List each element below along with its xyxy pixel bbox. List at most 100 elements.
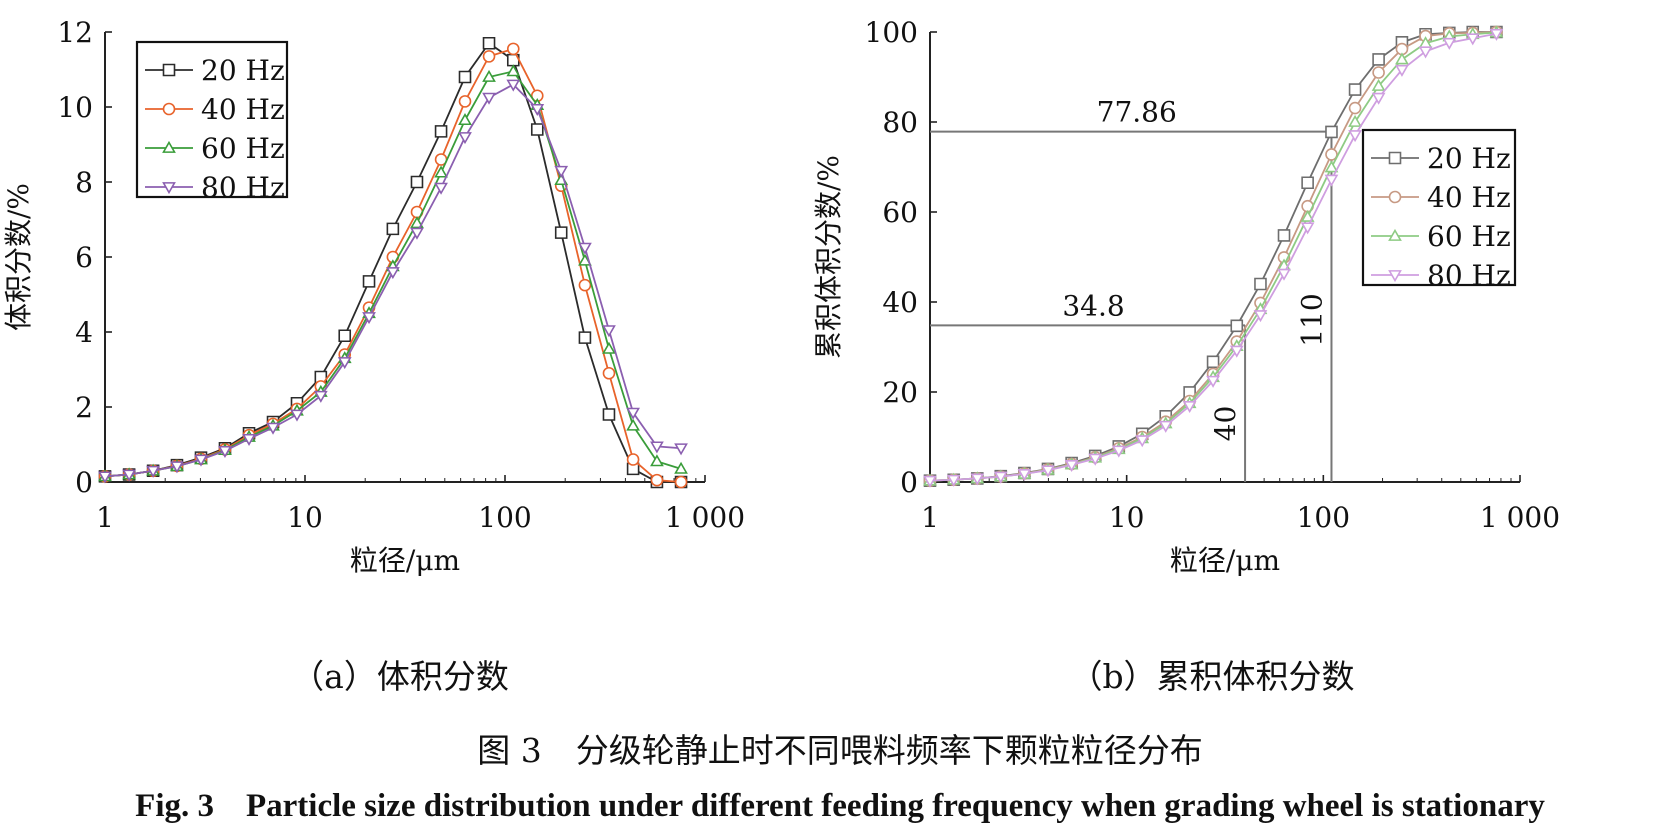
legend-label: 20 Hz [201, 54, 285, 87]
data-point [458, 95, 472, 108]
subtitle-b: （b）累积体积分数 [1069, 657, 1355, 696]
data-point [194, 454, 208, 467]
data-point [482, 50, 496, 63]
caption-zh-label: 图 3 [477, 731, 542, 770]
data-point [1017, 468, 1032, 482]
annotation-label: 34.8 [1062, 289, 1124, 322]
annotation-group: 77.86 34.8 110 40 [930, 96, 1333, 482]
legend-label: 40 Hz [201, 93, 285, 126]
y-tick-label: 20 [882, 376, 918, 409]
data-point [970, 473, 985, 486]
data-point [242, 433, 256, 446]
data-point [1135, 435, 1150, 448]
data-point [385, 267, 400, 280]
data-point [434, 165, 448, 178]
data-point [458, 132, 472, 145]
annotation-label: 77.86 [1097, 96, 1177, 129]
data-point [1253, 310, 1268, 323]
x-tick-label: 10 [287, 501, 323, 534]
data-point [554, 165, 569, 178]
y-tick-label: 6 [75, 241, 93, 274]
data-point [434, 125, 448, 138]
legend-label: 80 Hz [201, 171, 285, 204]
data-point [578, 331, 592, 344]
data-point [674, 443, 688, 456]
data-point [1206, 355, 1220, 369]
series-80-hz [923, 28, 1504, 488]
data-point [1418, 46, 1433, 59]
legend-swatch-marker [162, 102, 176, 116]
data-point [266, 422, 280, 435]
data-point [602, 366, 616, 380]
x-axis-label: 粒径/μm [1170, 544, 1280, 577]
legend-label: 40 Hz [1427, 181, 1511, 214]
data-point [170, 461, 184, 474]
y-tick-label: 10 [57, 91, 93, 124]
subtitle-a: （a）体积分数 [291, 657, 509, 696]
data-point [1254, 277, 1267, 291]
legend-label: 20 Hz [1427, 142, 1511, 175]
caption-zh-text: 分级轮静止时不同喂料频率下颗粒粒径分布 [575, 731, 1203, 770]
data-point [602, 341, 616, 354]
data-point [602, 325, 616, 338]
data-point [1348, 101, 1362, 115]
data-point [946, 474, 961, 487]
data-point [1277, 268, 1291, 281]
data-point [1301, 176, 1314, 190]
data-point [1300, 209, 1315, 222]
data-point [410, 216, 424, 229]
data-point [1324, 174, 1339, 187]
data-point [1372, 53, 1385, 66]
data-point [410, 227, 424, 240]
y-tick-label: 80 [882, 106, 918, 139]
data-point [458, 113, 472, 126]
data-point [578, 278, 592, 292]
data-point [1371, 92, 1386, 105]
legend-box [135, 40, 289, 199]
data-point [1111, 445, 1126, 458]
series-80-hz [98, 79, 688, 484]
data-point [506, 42, 520, 56]
data-point [626, 453, 640, 466]
data-point [1230, 319, 1244, 333]
data-point [290, 409, 304, 422]
y-tick-label: 60 [882, 196, 918, 229]
data-point [626, 418, 640, 431]
data-point [1229, 345, 1244, 358]
caption-en-text: Particle size distribution under differe… [245, 788, 1545, 824]
y-tick-label: 8 [75, 166, 93, 199]
data-point [674, 475, 688, 489]
data-point [674, 461, 688, 474]
x-tick-label: 1 000 [665, 501, 745, 534]
chart-volume-fraction: 0 2 4 6 8 10 12 1 10 100 1 000 粒径/μm 体积分数/% 20 Hz 40 H… [2, 16, 745, 577]
legend-swatch-marker [162, 63, 176, 77]
data-point [506, 79, 521, 92]
data-point [506, 64, 521, 77]
caption-english: Fig. 3 Particle size distribution under d… [0, 788, 1680, 825]
data-point [458, 70, 472, 84]
annotation-label: 110 [1295, 293, 1328, 346]
data-point [1395, 52, 1409, 65]
legend-swatch-marker [1388, 270, 1402, 283]
x-tick-label: 100 [1297, 501, 1350, 534]
y-tick-label: 4 [75, 316, 93, 349]
data-point [313, 390, 328, 403]
data-point [650, 441, 664, 454]
legend-box [1361, 128, 1517, 287]
data-point [434, 182, 448, 195]
data-point [482, 36, 496, 50]
data-point [1489, 28, 1504, 41]
data-point [1442, 37, 1457, 50]
data-point [314, 370, 328, 384]
data-point [530, 123, 544, 136]
y-tick-label: 0 [900, 466, 918, 499]
data-point [530, 103, 545, 116]
data-point [386, 222, 400, 236]
data-point [1064, 459, 1079, 473]
data-point [482, 92, 496, 105]
legend-label: 80 Hz [1427, 259, 1511, 292]
data-point [554, 226, 568, 239]
x-tick-label: 10 [1109, 501, 1145, 534]
